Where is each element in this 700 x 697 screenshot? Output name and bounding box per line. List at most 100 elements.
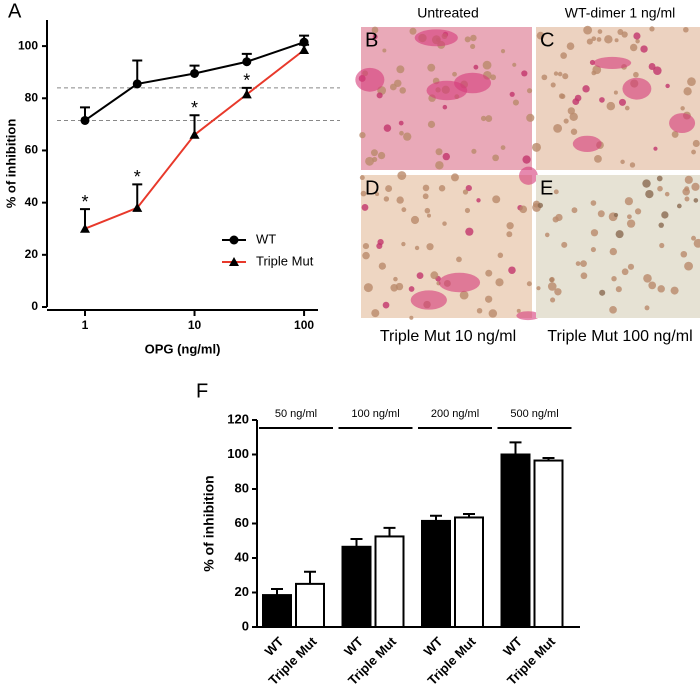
cell (476, 198, 481, 203)
micrograph-caption: WT-dimer 1 ng/ml (565, 5, 675, 21)
cell (692, 139, 700, 148)
panel-label: C (540, 29, 554, 51)
cell (566, 42, 575, 50)
cell (634, 208, 642, 215)
cell (671, 130, 679, 138)
cell (562, 73, 569, 80)
cell (401, 207, 407, 213)
cell (424, 207, 431, 214)
bar (295, 582, 325, 628)
cell (606, 101, 616, 111)
error-bar (383, 526, 396, 537)
micrograph (361, 175, 532, 318)
osteoclast (622, 77, 652, 100)
cell (656, 175, 663, 182)
panel-label: A (8, 0, 22, 22)
cell (541, 74, 548, 81)
cell (408, 286, 415, 292)
cell (382, 48, 387, 53)
y-tick-label: 20 (235, 584, 249, 599)
cell (635, 38, 640, 44)
cell (470, 34, 477, 42)
cell (397, 171, 407, 180)
bar (454, 516, 484, 629)
cell (571, 207, 578, 214)
cell (383, 196, 390, 202)
cell (691, 182, 700, 191)
cell (549, 276, 555, 283)
cell (430, 271, 439, 280)
osteoclast (519, 166, 538, 185)
cell (615, 286, 622, 293)
cell (399, 130, 404, 136)
cell (684, 261, 693, 271)
annotation: * (134, 167, 141, 187)
cell (492, 154, 499, 162)
cell (422, 184, 430, 192)
cell (370, 149, 378, 157)
cell (537, 202, 544, 209)
cell (497, 252, 504, 259)
cell (629, 43, 638, 52)
cell (512, 62, 517, 67)
cell (363, 283, 373, 293)
cell (555, 213, 563, 222)
cell (658, 222, 664, 228)
cell (371, 26, 379, 34)
cell (482, 60, 492, 70)
panel-label: B (365, 29, 378, 51)
cell (590, 229, 599, 237)
cell (427, 120, 436, 128)
cell (682, 187, 690, 196)
cell (599, 97, 605, 103)
error-bar (509, 441, 522, 455)
cell (648, 281, 657, 290)
cell (438, 185, 446, 192)
cell (376, 92, 383, 99)
osteoclast (410, 290, 447, 310)
panel-label: D (365, 177, 379, 199)
cell (422, 193, 429, 200)
cell (648, 63, 656, 70)
point (242, 57, 252, 67)
cell (693, 238, 700, 248)
cell (590, 247, 596, 253)
cell (476, 307, 483, 314)
group-label: 500 ng/ml (510, 408, 558, 420)
y-tick-label: 40 (235, 549, 249, 564)
point (190, 68, 200, 78)
cell (361, 204, 369, 211)
cell (583, 25, 593, 35)
cell (409, 315, 414, 320)
y-tick-label: 100 (18, 38, 38, 52)
cell (359, 132, 366, 139)
cell (403, 132, 412, 141)
cell (519, 205, 528, 214)
cell (465, 227, 474, 236)
cell (615, 230, 624, 239)
cell (393, 276, 398, 282)
cell (683, 87, 692, 96)
y-tick-label: 60 (235, 515, 249, 530)
cell (414, 245, 420, 251)
cell (398, 120, 404, 126)
cell (557, 71, 563, 77)
group-label: 200 ng/ml (431, 408, 479, 420)
cell (450, 173, 459, 182)
cell (624, 105, 630, 111)
cell (613, 90, 618, 95)
cell (490, 74, 497, 81)
cell (684, 175, 693, 184)
cell (684, 196, 690, 202)
panel-label: E (540, 177, 553, 199)
point (132, 79, 142, 89)
cell (401, 241, 406, 247)
cell (613, 212, 619, 218)
y-tick-label: 40 (25, 195, 39, 209)
cell (526, 113, 535, 122)
cell (627, 214, 632, 220)
x-tick-label: WT (421, 634, 446, 659)
x-tick-label: WT (341, 634, 366, 659)
x-tick-label: 1 (82, 318, 89, 332)
